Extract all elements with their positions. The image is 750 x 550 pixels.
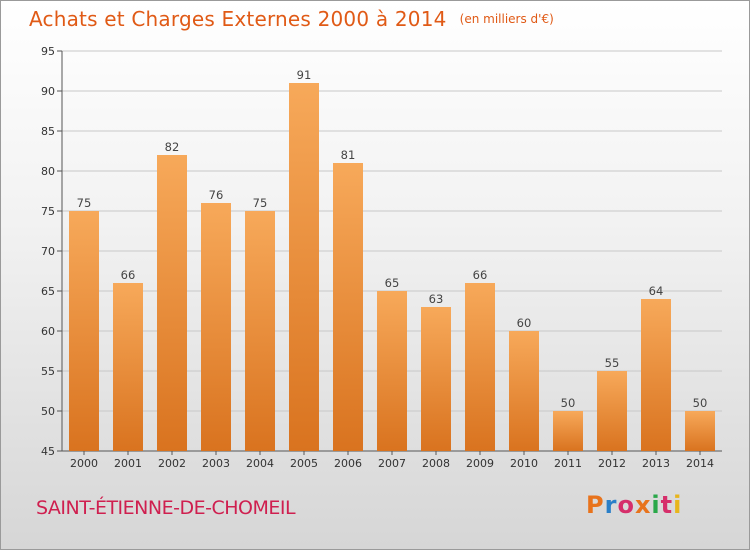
x-tick-label: 2002 [158, 457, 186, 470]
bar [509, 331, 539, 451]
logo-letter: i [651, 491, 661, 519]
y-tick-label: 70 [41, 245, 55, 258]
x-tick-label: 2004 [246, 457, 274, 470]
data-label: 82 [165, 140, 180, 154]
x-tick-label: 2014 [686, 457, 714, 470]
data-label: 66 [473, 268, 488, 282]
bar [597, 371, 627, 451]
y-tick-label: 50 [41, 405, 55, 418]
bar [465, 283, 495, 451]
data-label: 76 [209, 188, 224, 202]
x-tick-label: 2011 [554, 457, 582, 470]
x-tick-label: 2007 [378, 457, 406, 470]
y-tick-label: 85 [41, 125, 55, 138]
bar [69, 211, 99, 451]
bar [113, 283, 143, 451]
data-label: 75 [77, 196, 92, 210]
data-label: 55 [605, 356, 620, 370]
logo-letter: t [660, 491, 674, 519]
data-label: 75 [253, 196, 268, 210]
x-tick-label: 2008 [422, 457, 450, 470]
bar [201, 203, 231, 451]
bar [641, 299, 671, 451]
data-label: 64 [649, 284, 664, 298]
x-tick-label: 2001 [114, 457, 142, 470]
y-tick-label: 55 [41, 365, 55, 378]
bar [553, 411, 583, 451]
y-tick-label: 60 [41, 325, 55, 338]
data-label: 65 [385, 276, 400, 290]
x-tick-label: 2006 [334, 457, 362, 470]
x-tick-label: 2012 [598, 457, 626, 470]
x-tick-label: 2009 [466, 457, 494, 470]
x-tick-label: 2010 [510, 457, 538, 470]
bar [421, 307, 451, 451]
proxiti-logo: Proxiti [586, 491, 682, 519]
commune-name: SAINT-ÉTIENNE-DE-CHOMEIL [36, 497, 296, 519]
y-tick-label: 65 [41, 285, 55, 298]
bar [157, 155, 187, 451]
logo-letter: o [617, 491, 635, 519]
logo-letter: i [673, 491, 683, 519]
x-tick-label: 2000 [70, 457, 98, 470]
y-tick-label: 45 [41, 445, 55, 458]
logo-letter: P [586, 491, 605, 519]
title-row: Achats et Charges Externes 2000 à 2014 (… [29, 7, 554, 31]
y-tick-label: 80 [41, 165, 55, 178]
unit-label: (en milliers d'€) [459, 12, 554, 26]
bar [333, 163, 363, 451]
x-tick-label: 2013 [642, 457, 670, 470]
bar [377, 291, 407, 451]
logo-letter: x [634, 491, 652, 519]
x-tick-label: 2003 [202, 457, 230, 470]
data-label: 91 [297, 68, 312, 82]
logo-letter: r [604, 491, 618, 519]
x-tick-label: 2005 [290, 457, 318, 470]
chart-title: Achats et Charges Externes 2000 à 2014 [29, 7, 447, 31]
y-tick-label: 95 [41, 45, 55, 58]
data-label: 63 [429, 292, 444, 306]
data-label: 50 [561, 396, 576, 410]
bar [245, 211, 275, 451]
data-label: 60 [517, 316, 532, 330]
y-tick-label: 75 [41, 205, 55, 218]
bar [289, 83, 319, 451]
data-label: 81 [341, 148, 356, 162]
y-tick-label: 90 [41, 85, 55, 98]
data-label: 50 [693, 396, 708, 410]
data-label: 66 [121, 268, 136, 282]
bar [685, 411, 715, 451]
